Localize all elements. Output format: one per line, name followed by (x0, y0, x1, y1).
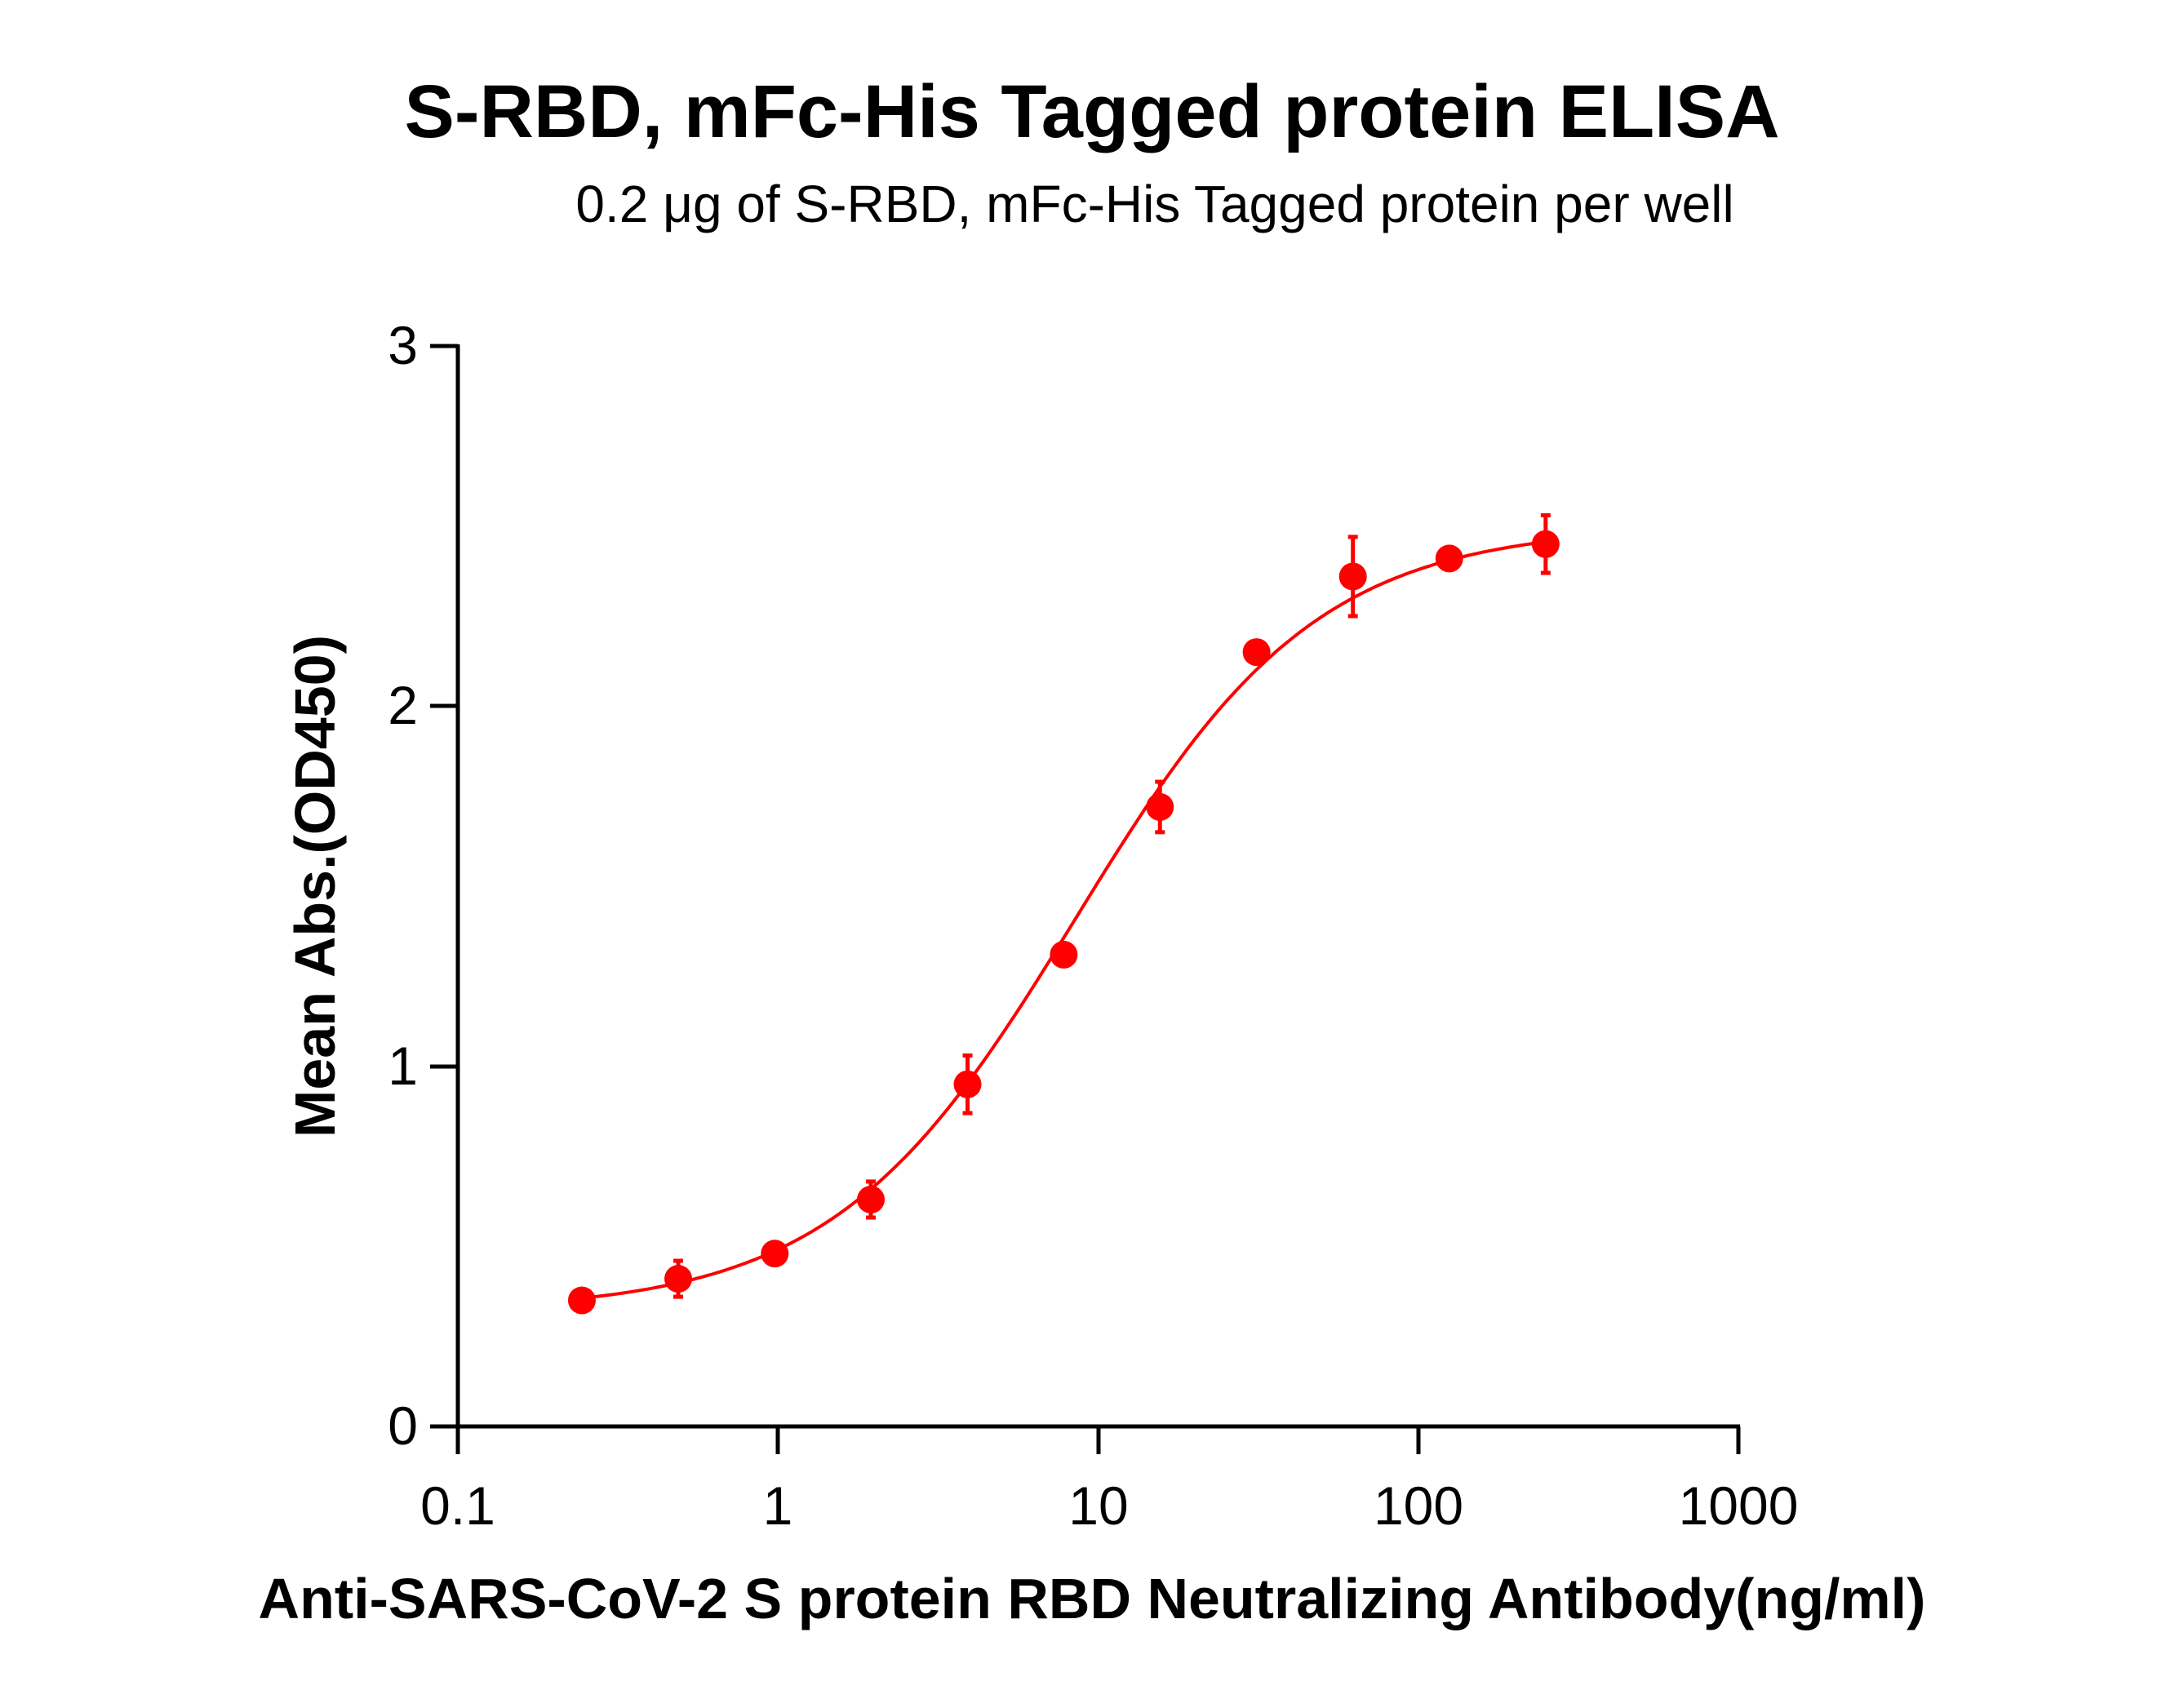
data-point (567, 1286, 596, 1315)
chart-subtitle: 0.2 μg of S-RBD, mFc-His Tagged protein … (575, 175, 1733, 233)
x-axis-label: Anti-SARS-CoV-2 S protein RBD Neutralizi… (259, 1567, 1926, 1630)
data-point (1146, 792, 1174, 821)
data-point (1435, 544, 1463, 573)
data-point (1531, 530, 1560, 558)
x-tick-1: 1 (763, 1475, 793, 1536)
data-point (857, 1185, 886, 1213)
y-axis (430, 344, 460, 1429)
data-point (761, 1240, 789, 1268)
x-tick-labels: 0.1 1 10 100 1000 (420, 1475, 1798, 1536)
y-tick-2: 2 (388, 675, 418, 735)
y-tick-0: 0 (388, 1395, 418, 1456)
fit-curve (581, 540, 1547, 1300)
y-tick-3: 3 (388, 315, 418, 375)
x-tick-100: 100 (1374, 1475, 1463, 1536)
x-tick-0.1: 0.1 (420, 1475, 495, 1536)
x-tick-1000: 1000 (1679, 1475, 1799, 1536)
data-point (1242, 638, 1271, 667)
x-axis (430, 1424, 1741, 1454)
chart-title: S-RBD, mFc-His Tagged protein ELISA (404, 70, 1779, 153)
plot-area (567, 512, 1560, 1315)
data-point (1050, 940, 1078, 969)
data-point (1338, 562, 1367, 591)
y-axis-label: Mean Abs.(OD450) (283, 635, 347, 1138)
y-tick-1: 1 (388, 1036, 418, 1096)
x-tick-10: 10 (1068, 1475, 1128, 1536)
data-point (664, 1265, 693, 1293)
y-tick-labels: 3 2 1 0 (388, 315, 418, 1456)
data-point (953, 1070, 982, 1098)
